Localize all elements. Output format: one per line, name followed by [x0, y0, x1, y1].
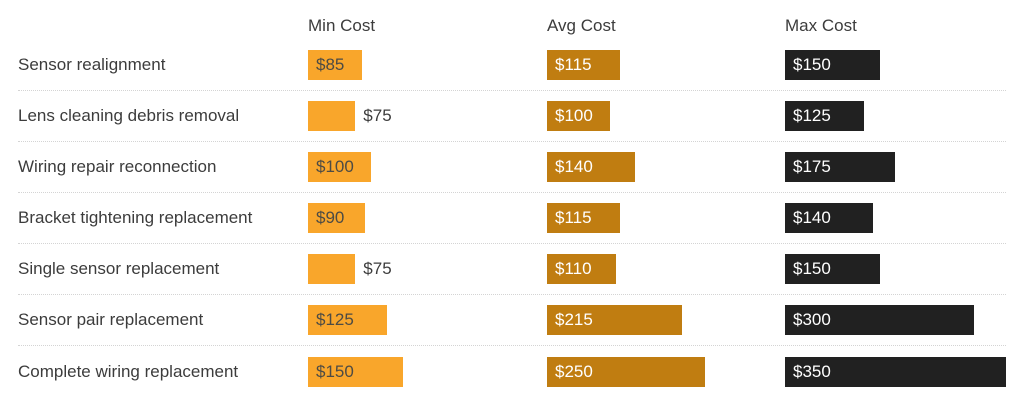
bar-value-label: $115: [555, 55, 592, 74]
min-cost-bar: $90: [308, 203, 365, 233]
row-label: Wiring repair reconnection: [18, 157, 217, 176]
bar-cell-max-cost: $350: [785, 346, 1006, 397]
avg-cost-bar: $110: [547, 254, 617, 284]
bar-cell-min-cost: $75: [308, 91, 547, 141]
bar-cell-avg-cost: $110: [547, 244, 785, 294]
bar-value-label: $140: [555, 157, 593, 176]
bar-value-label: $350: [793, 361, 831, 381]
bar-cell-max-cost: $125: [785, 91, 1006, 141]
min-cost-bar: $125: [308, 305, 387, 335]
bar-cell-avg-cost: $140: [547, 142, 785, 192]
bar-cell-avg-cost: $115: [547, 40, 785, 90]
bar-value-label: $215: [555, 310, 593, 329]
row-label: Lens cleaning debris removal: [18, 106, 240, 125]
bar-value-label: $150: [793, 55, 831, 74]
max-cost-bar: $300: [785, 305, 974, 335]
bar-value-label: $250: [555, 361, 593, 381]
row-label: Single sensor replacement: [18, 259, 220, 278]
table-row: Single sensor replacement $75 $110 $150: [18, 244, 1006, 295]
avg-cost-bar: $100: [547, 101, 610, 131]
table-row: Wiring repair reconnection $100 $140 $175: [18, 142, 1006, 193]
max-cost-bar: $150: [785, 254, 880, 284]
max-cost-bar: $350: [785, 356, 1006, 387]
bar-cell-min-cost: $125: [308, 295, 547, 345]
bar-value-label: $150: [793, 259, 831, 278]
min-cost-bar: [308, 254, 356, 284]
bar-cell-min-cost: $150: [308, 346, 547, 397]
bar-value-label: $300: [793, 310, 831, 329]
bar-cell-max-cost: $150: [785, 244, 1006, 294]
bar-value-label: $75: [363, 106, 392, 125]
bar-value-label: $115: [555, 208, 592, 227]
bar-value-label: $125: [316, 310, 354, 329]
bar-value-label: $110: [555, 259, 592, 278]
avg-cost-bar: $250: [547, 356, 705, 387]
column-header-min-cost: Min Cost: [308, 16, 376, 35]
avg-cost-bar: $115: [547, 203, 620, 233]
table-row: Sensor pair replacement $125 $215 $300: [18, 295, 1006, 346]
bar-cell-min-cost: $100: [308, 142, 547, 192]
bar-cell-avg-cost: $100: [547, 91, 785, 141]
bar-cell-min-cost: $85: [308, 40, 547, 90]
bar-cell-max-cost: $140: [785, 193, 1006, 243]
bar-cell-max-cost: $175: [785, 142, 1006, 192]
bar-value-label: $75: [363, 259, 392, 278]
bar-value-label: $100: [316, 157, 354, 176]
column-header-avg-cost: Avg Cost: [547, 16, 616, 35]
row-label: Bracket tightening replacement: [18, 208, 253, 227]
bar-cell-min-cost: $75: [308, 244, 547, 294]
row-label: Sensor realignment: [18, 55, 166, 74]
avg-cost-bar: $215: [547, 305, 683, 335]
bar-cell-max-cost: $300: [785, 295, 1006, 345]
bar-value-label: $85: [316, 55, 345, 74]
max-cost-bar: $150: [785, 50, 880, 80]
min-cost-bar: $150: [308, 356, 403, 387]
bar-value-label: $125: [793, 106, 831, 125]
bar-cell-max-cost: $150: [785, 40, 1006, 90]
avg-cost-bar: $140: [547, 152, 636, 182]
bar-value-label: $140: [793, 208, 831, 227]
avg-cost-bar: $115: [547, 50, 620, 80]
bar-cell-min-cost: $90: [308, 193, 547, 243]
min-cost-bar: $85: [308, 50, 362, 80]
table-row: Complete wiring replacement $150 $250 $350: [18, 346, 1006, 397]
row-label: Sensor pair replacement: [18, 310, 204, 329]
max-cost-bar: $175: [785, 152, 896, 182]
bar-cell-avg-cost: $215: [547, 295, 785, 345]
table-row: Lens cleaning debris removal $75 $100 $125: [18, 91, 1006, 142]
min-cost-bar: [308, 101, 356, 131]
max-cost-bar: $140: [785, 203, 874, 233]
chart-rows: Sensor realignment $85 $115 $150 Lens cleani…: [18, 40, 1006, 397]
bar-value-label: $150: [316, 361, 354, 381]
max-cost-bar: $125: [785, 101, 864, 131]
bar-value-label: $90: [316, 208, 345, 227]
table-row: Bracket tightening replacement $90 $115 $14…: [18, 193, 1006, 244]
table-row: Sensor realignment $85 $115 $150: [18, 40, 1006, 91]
bar-value-label: $175: [793, 157, 831, 176]
bar-value-label: $100: [555, 106, 593, 125]
row-label: Complete wiring replacement: [18, 361, 239, 381]
min-cost-bar: $100: [308, 152, 371, 182]
column-header-row: Min Cost Avg Cost Max Cost: [18, 12, 1006, 40]
column-header-max-cost: Max Cost: [785, 16, 857, 35]
bar-cell-avg-cost: $250: [547, 346, 785, 397]
bar-cell-avg-cost: $115: [547, 193, 785, 243]
